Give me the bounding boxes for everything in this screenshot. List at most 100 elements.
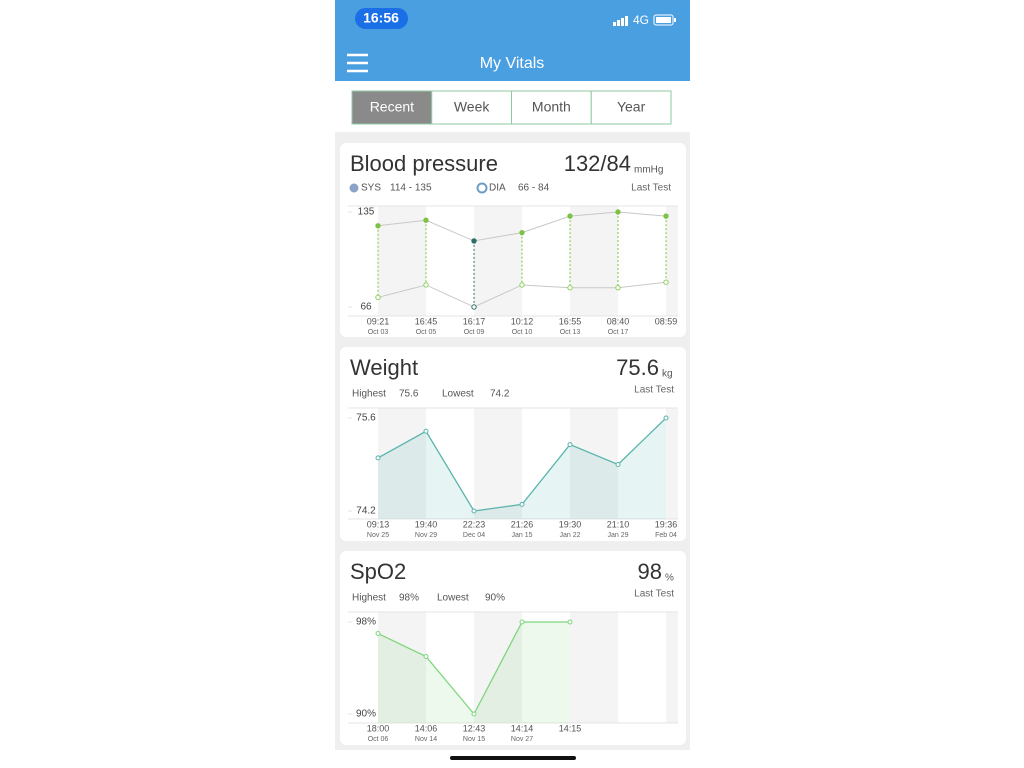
column-shade: [378, 206, 426, 316]
series-area: [378, 622, 570, 723]
stat-value: 74.2: [490, 389, 510, 400]
x-date: Jan 15: [511, 532, 532, 539]
column-shade: [474, 408, 522, 519]
stat-value: 90%: [485, 593, 505, 604]
legend-dot: [476, 182, 488, 194]
point: [663, 279, 669, 285]
time-pill: [355, 8, 408, 29]
x-time: 10:12: [511, 316, 534, 326]
x-date: Oct 05: [416, 329, 437, 336]
legend-range: 66 - 84: [518, 183, 550, 194]
menu-button[interactable]: [347, 53, 368, 73]
point: [615, 209, 621, 215]
tab-label: Week: [454, 99, 491, 115]
clock: 16:56: [363, 10, 399, 26]
point: [663, 415, 669, 421]
point: [615, 462, 621, 467]
x-date: Oct 06: [368, 736, 389, 743]
tab[interactable]: [590, 90, 672, 125]
point: [615, 285, 621, 291]
x-time: 08:40: [607, 316, 630, 326]
tab-label: Recent: [370, 99, 414, 115]
point: [567, 619, 573, 625]
tab[interactable]: [511, 90, 592, 125]
x-date: Nov 25: [367, 532, 389, 539]
column-shade: [474, 206, 522, 316]
x-time: 14:14: [511, 723, 534, 733]
point: [375, 294, 381, 301]
reading-unit: kg: [662, 369, 673, 380]
x-date: Dec 04: [463, 532, 485, 539]
point: [423, 282, 429, 288]
column-shade: [570, 612, 618, 723]
stat-label: Highest: [352, 593, 386, 604]
point: [519, 619, 525, 625]
point: [471, 238, 477, 244]
x-date: Oct 10: [512, 329, 533, 336]
point: [423, 654, 429, 659]
legend-name: DIA: [489, 183, 506, 194]
reading: 132/84: [564, 151, 631, 176]
x-time: 21:26: [511, 519, 534, 529]
x-date: Jan 22: [559, 532, 580, 539]
x-time: 19:36: [655, 519, 678, 529]
x-time: 21:10: [607, 519, 630, 529]
reading: 75.6: [616, 355, 659, 380]
x-date: Feb 04: [655, 532, 677, 539]
x-date: Oct 13: [560, 329, 581, 336]
last-test: Last Test: [631, 183, 671, 194]
column-shade: [378, 408, 426, 519]
point: [423, 217, 429, 223]
x-time: 12:43: [463, 723, 486, 733]
point: [423, 428, 429, 434]
stat-value: 98%: [399, 593, 419, 604]
x-time: 14:06: [415, 723, 438, 733]
column-shade: [570, 408, 618, 519]
column-shade: [378, 612, 426, 723]
y-tick-label: 90%: [356, 709, 376, 720]
x-date: Nov 29: [415, 532, 437, 539]
legend-dot: [349, 183, 359, 193]
card-title: SpO2: [350, 559, 406, 584]
x-date: Nov 14: [415, 736, 437, 743]
last-test: Last Test: [634, 589, 674, 600]
tab-label: Month: [532, 99, 571, 115]
x-time: 16:17: [463, 316, 486, 326]
x-time: 18:00: [367, 723, 390, 733]
column-shade: [570, 206, 618, 316]
x-time: 09:21: [367, 316, 390, 326]
point: [519, 229, 525, 236]
page-title: My Vitals: [480, 55, 545, 72]
x-date: Nov 15: [463, 736, 485, 743]
stat-label: Lowest: [442, 389, 474, 400]
y-tick-label: 98%: [356, 617, 376, 628]
last-test: Last Test: [634, 385, 674, 396]
y-tick-label: 66: [360, 302, 372, 313]
x-time: 16:55: [559, 316, 582, 326]
reading-unit: mmHg: [634, 165, 663, 176]
column-shade: [666, 612, 678, 723]
point: [471, 304, 477, 310]
network: 4G: [633, 13, 649, 27]
battery-icon: [653, 14, 676, 26]
x-time: 09:13: [367, 519, 390, 529]
x-time: 08:59: [655, 316, 678, 326]
point: [519, 282, 525, 288]
tab[interactable]: [351, 90, 433, 125]
card-title: Weight: [350, 355, 418, 380]
legend-name: SYS: [361, 183, 381, 194]
signal-icon: [613, 16, 628, 26]
point: [567, 213, 573, 219]
point: [567, 285, 573, 291]
x-date: Oct 17: [608, 329, 629, 336]
x-time: 19:40: [415, 519, 438, 529]
series-area: [378, 418, 666, 519]
reading: 98: [638, 559, 662, 584]
point: [471, 711, 477, 717]
point: [567, 442, 573, 448]
point: [375, 455, 381, 461]
x-date: Jan 29: [607, 532, 628, 539]
column-shade: [666, 408, 678, 519]
point: [375, 223, 381, 229]
